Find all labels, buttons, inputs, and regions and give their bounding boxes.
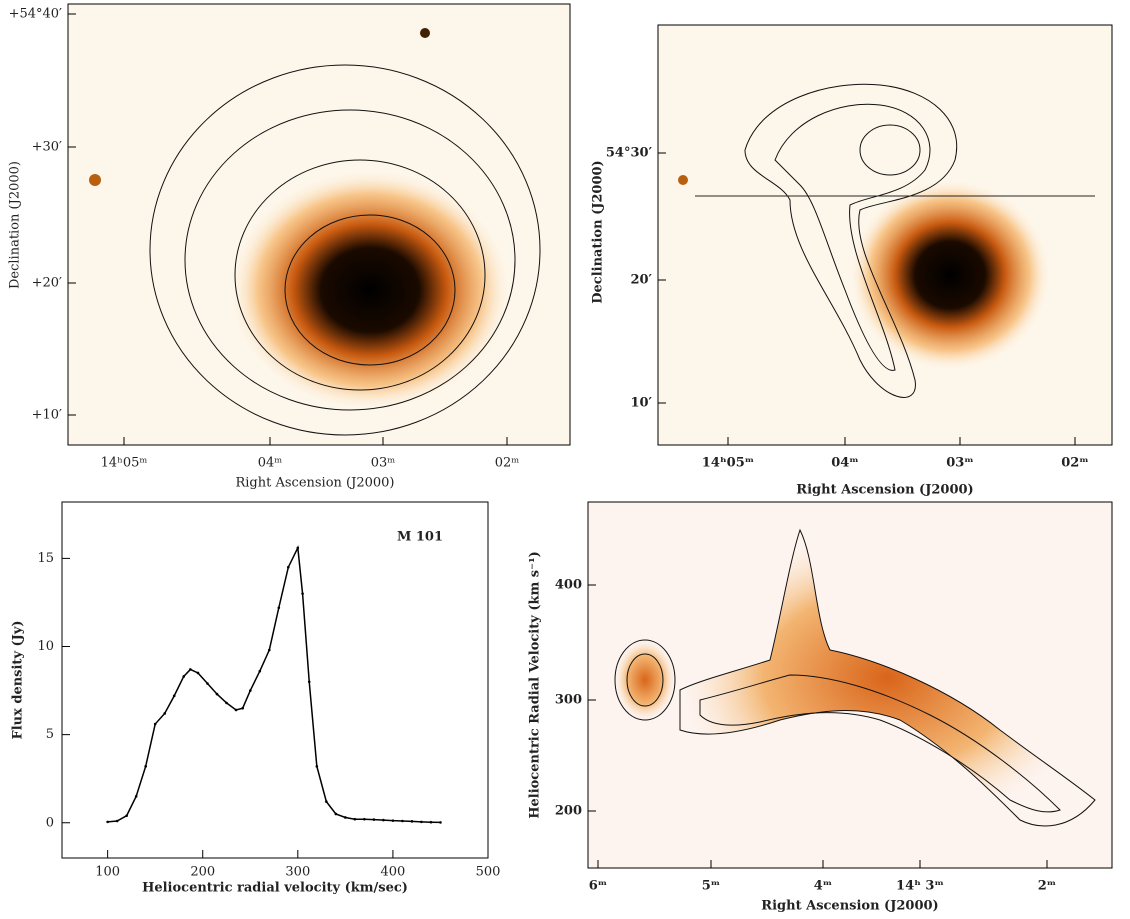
y-tick-label: 400 <box>555 578 582 593</box>
point <box>325 800 328 803</box>
point <box>163 712 166 715</box>
point <box>353 817 357 821</box>
point <box>196 671 200 675</box>
point <box>439 821 442 824</box>
x-tick-label: 03ᵐ <box>371 456 396 471</box>
y-tick-label: 200 <box>555 804 582 819</box>
x-axis-label: Right Ascension (J2000) <box>235 476 394 491</box>
x-tick-label: 6ᵐ <box>589 879 608 894</box>
y-tick-label: 5 <box>46 727 54 742</box>
y-axis-label: Declination (J2000) <box>591 160 606 303</box>
point <box>382 818 385 822</box>
point <box>206 682 209 685</box>
point <box>248 689 252 692</box>
axes: 14ʰ05ᵐ 04ᵐ 03ᵐ 02ᵐ+54°40′+30′+20′+10′Right … <box>8 7 1089 914</box>
point <box>420 820 423 824</box>
point <box>296 546 300 550</box>
point <box>334 812 338 816</box>
x-tick-label: 4ᵐ <box>814 879 833 894</box>
point <box>429 820 433 824</box>
point <box>287 565 290 569</box>
x-axis-label: Heliocentric radial velocity (km/sec) <box>142 881 408 896</box>
flux-line <box>107 545 441 824</box>
y-axis-label: Declination (J2000) <box>8 161 23 289</box>
image-bottom-right <box>587 501 1113 869</box>
x-tick-label: 14ʰ05ᵐ <box>702 456 754 471</box>
x-tick-label: 200 <box>190 865 215 880</box>
point <box>234 708 238 712</box>
y-tick-label: +30′ <box>32 140 62 155</box>
point <box>215 692 219 696</box>
y-tick-label: 10′ <box>630 396 652 411</box>
x-tick-label: 02ᵐ <box>495 456 520 471</box>
y-tick-label: 0 <box>46 815 54 830</box>
point <box>241 706 244 710</box>
point <box>372 818 376 821</box>
x-tick-label: 100 <box>95 865 120 880</box>
x-tick-label: 14ʰ05ᵐ <box>101 456 148 471</box>
x-tick-label: 5ᵐ <box>702 879 721 894</box>
image-top-left <box>67 3 571 446</box>
y-tick-label: +20′ <box>32 276 62 291</box>
x-tick-label: 04ᵐ <box>831 456 859 471</box>
point <box>225 701 228 705</box>
y-axis-label: Heliocentric Radial Velocity (km s⁻¹) <box>528 551 543 819</box>
y-tick-label: +54°40′ <box>9 7 62 22</box>
x-tick-label: 500 <box>476 865 501 880</box>
x-axis-label: Right Ascension (J2000) <box>761 899 938 914</box>
image-top-right <box>657 24 1113 446</box>
x-tick-label: 300 <box>285 865 310 880</box>
point <box>182 675 186 678</box>
annotation: M 101 <box>397 530 443 545</box>
x-tick-label: 400 <box>380 865 405 880</box>
y-tick-label: 20′ <box>630 273 652 288</box>
point <box>144 765 147 768</box>
x-tick-label: 03ᵐ <box>946 456 974 471</box>
point <box>189 668 192 671</box>
point <box>344 816 347 819</box>
y-tick-label: 15 <box>37 551 54 566</box>
point <box>134 795 138 798</box>
x-tick-label: 04ᵐ <box>258 456 283 471</box>
point <box>106 820 109 824</box>
point <box>153 722 157 726</box>
point <box>301 592 304 595</box>
point <box>258 669 262 673</box>
point <box>125 814 128 818</box>
point <box>277 606 281 610</box>
point <box>267 648 271 652</box>
x-tick-label: 14ʰ 3ᵐ <box>896 879 944 894</box>
x-tick-label: 2ᵐ <box>1038 879 1057 894</box>
plot-frame <box>61 501 489 859</box>
point <box>172 694 176 698</box>
x-tick-label: 02ᵐ <box>1061 456 1089 471</box>
point <box>363 817 366 821</box>
x-axis-label: Right Ascension (J2000) <box>796 483 973 498</box>
point <box>410 820 414 823</box>
y-tick-label: 10 <box>37 639 54 654</box>
point <box>401 819 404 823</box>
y-axis-label: Flux density (Jy) <box>11 620 26 739</box>
y-tick-label: 54°30′ <box>606 146 653 161</box>
point <box>307 680 311 684</box>
point <box>315 765 319 768</box>
y-tick-label: 300 <box>555 693 582 708</box>
y-tick-label: +10′ <box>32 408 62 423</box>
point <box>391 819 395 822</box>
point <box>115 819 119 823</box>
